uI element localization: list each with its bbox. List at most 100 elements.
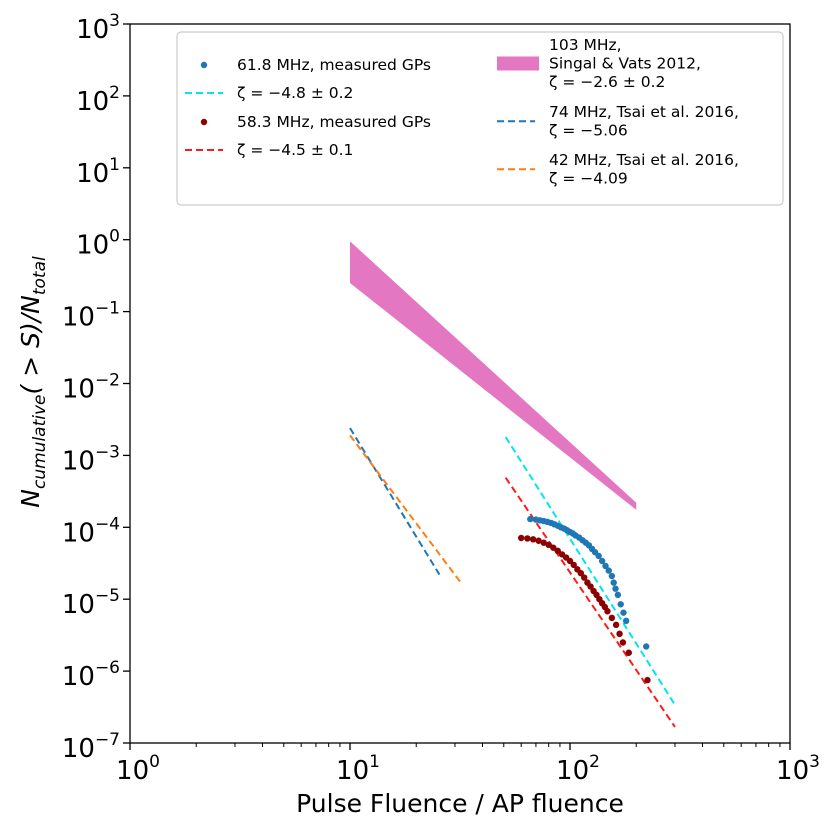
legend-label: 74 MHz, Tsai et al. 2016,: [549, 103, 739, 121]
legend-entry-3: ζ = −4.5 ± 0.1: [185, 141, 353, 159]
data-point: [529, 536, 537, 543]
y-tick-label-exponent: −1: [95, 299, 120, 319]
y-tick-label-exponent: 2: [109, 83, 120, 103]
fit-line-5: [349, 427, 441, 576]
series-points-1: [517, 534, 651, 684]
data-point: [517, 534, 525, 542]
y-tick-label-exponent: −5: [95, 586, 120, 606]
data-point: [614, 591, 622, 599]
data-point: [608, 614, 616, 622]
data-point: [595, 552, 602, 560]
x-tick-label: 100: [116, 752, 160, 786]
data-point: [577, 569, 585, 577]
data-point: [612, 621, 620, 629]
x-tick-label: 102: [556, 752, 600, 786]
legend-entry-4: 103 MHz,Singal & Vats 2012,ζ = −2.6 ± 0.…: [497, 36, 701, 91]
data-point: [620, 609, 627, 616]
y-tick-label-exponent: −7: [95, 730, 120, 750]
legend-label: 61.8 MHz, measured GPs: [237, 56, 431, 74]
y-tick-label-exponent: −4: [95, 514, 120, 534]
legend-entry-5: 74 MHz, Tsai et al. 2016,ζ = −5.06: [497, 103, 739, 140]
y-tick-label-exponent: −6: [95, 658, 120, 678]
data-point: [622, 617, 630, 625]
y-tick-label: 103: [76, 11, 120, 45]
data-point: [598, 557, 606, 565]
y-tick-label: 10−1: [62, 299, 120, 333]
y-tick-label-base: 10: [62, 303, 95, 333]
y-tick-label-base: 10: [76, 15, 109, 45]
y-tick-label: 10−2: [62, 371, 120, 405]
data-point: [540, 539, 547, 546]
data-point: [604, 608, 611, 615]
legend-label: ζ = −4.8 ± 0.2: [237, 84, 353, 102]
y-tick-label-base: 10: [62, 590, 95, 620]
legend-label: ζ = −4.09: [549, 170, 628, 188]
data-point: [610, 579, 617, 586]
data-point: [644, 676, 651, 684]
x-tick-label-exponent: 0: [149, 752, 160, 772]
y-axis-label-middle: ( > S)/N: [16, 295, 45, 395]
legend-label: ζ = −4.5 ± 0.1: [237, 141, 353, 159]
data-point: [605, 567, 612, 574]
legend-patch-marker: [497, 56, 539, 71]
data-point: [625, 649, 632, 656]
data-point: [570, 561, 577, 569]
x-tick-label-base: 10: [776, 756, 809, 786]
x-tick-label: 103: [776, 752, 820, 786]
legend-point-marker: [200, 118, 208, 126]
x-tick-label-exponent: 1: [369, 752, 380, 772]
series-points-0: [527, 515, 650, 650]
legend-entry-0: 61.8 MHz, measured GPs: [200, 56, 431, 74]
data-point: [554, 547, 561, 555]
y-tick-label-base: 10: [76, 231, 109, 261]
legend-label: Singal & Vats 2012,: [549, 55, 701, 73]
y-tick-label: 10−4: [62, 514, 120, 548]
legend-label: ζ = −5.06: [549, 122, 628, 140]
data-point: [587, 583, 594, 590]
legend-entry-6: 42 MHz, Tsai et al. 2016,ζ = −4.09: [497, 151, 739, 188]
ticks-layer: 100 101 102 10310−710−610−510−410−310−210−1…: [62, 11, 820, 786]
legend-box: [176, 31, 784, 206]
data-point: [617, 601, 624, 608]
y-axis-label: Ncumulative( > S)/Ntotal: [16, 256, 50, 508]
y-tick-label-base: 10: [62, 734, 95, 764]
legend: 61.8 MHz, measured GPs ζ = −4.8 ± 0.2 58.3…: [176, 31, 784, 206]
x-tick-label-base: 10: [556, 756, 589, 786]
x-tick-label-exponent: 2: [589, 752, 600, 772]
x-tick-label-exponent: 3: [809, 752, 820, 772]
y-tick-label-base: 10: [62, 518, 95, 548]
y-axis-label-main: N: [16, 489, 45, 508]
y-tick-label-base: 10: [62, 446, 95, 476]
y-tick-label-exponent: 3: [109, 11, 120, 31]
data-point: [642, 643, 650, 650]
y-tick-label-exponent: 1: [109, 155, 120, 175]
y-tick-label: 100: [76, 227, 120, 261]
data-point: [619, 639, 627, 646]
data-point: [602, 562, 609, 570]
fit-line-3: [504, 477, 676, 728]
data-point: [545, 541, 552, 549]
data-point: [608, 572, 616, 580]
legend-entry-2: 58.3 MHz, measured GPs: [200, 113, 431, 131]
y-axis-label-sub2: total: [30, 256, 50, 295]
y-tick-label: 10−5: [62, 586, 120, 620]
y-tick-label-base: 10: [76, 87, 109, 117]
legend-label: ζ = −2.6 ± 0.2: [549, 73, 665, 91]
x-axis-label: Pulse Fluence / AP fluence: [296, 789, 624, 818]
y-tick-label: 10−6: [62, 658, 120, 692]
data-point: [580, 574, 588, 581]
x-tick-label: 101: [336, 752, 380, 786]
y-tick-label-exponent: −3: [95, 442, 120, 462]
legend-label: 103 MHz,: [549, 36, 622, 54]
data-point: [527, 515, 534, 523]
data-point: [524, 535, 531, 542]
legend-entry-1: ζ = −4.8 ± 0.2: [185, 84, 353, 102]
legend-label: 58.3 MHz, measured GPs: [237, 113, 431, 131]
y-tick-label-base: 10: [62, 662, 95, 692]
y-tick-label-base: 10: [62, 375, 95, 405]
series-layer: [349, 241, 676, 728]
y-tick-label: 10−7: [62, 730, 120, 764]
y-tick-label: 102: [76, 83, 120, 117]
x-tick-label-base: 10: [116, 756, 149, 786]
